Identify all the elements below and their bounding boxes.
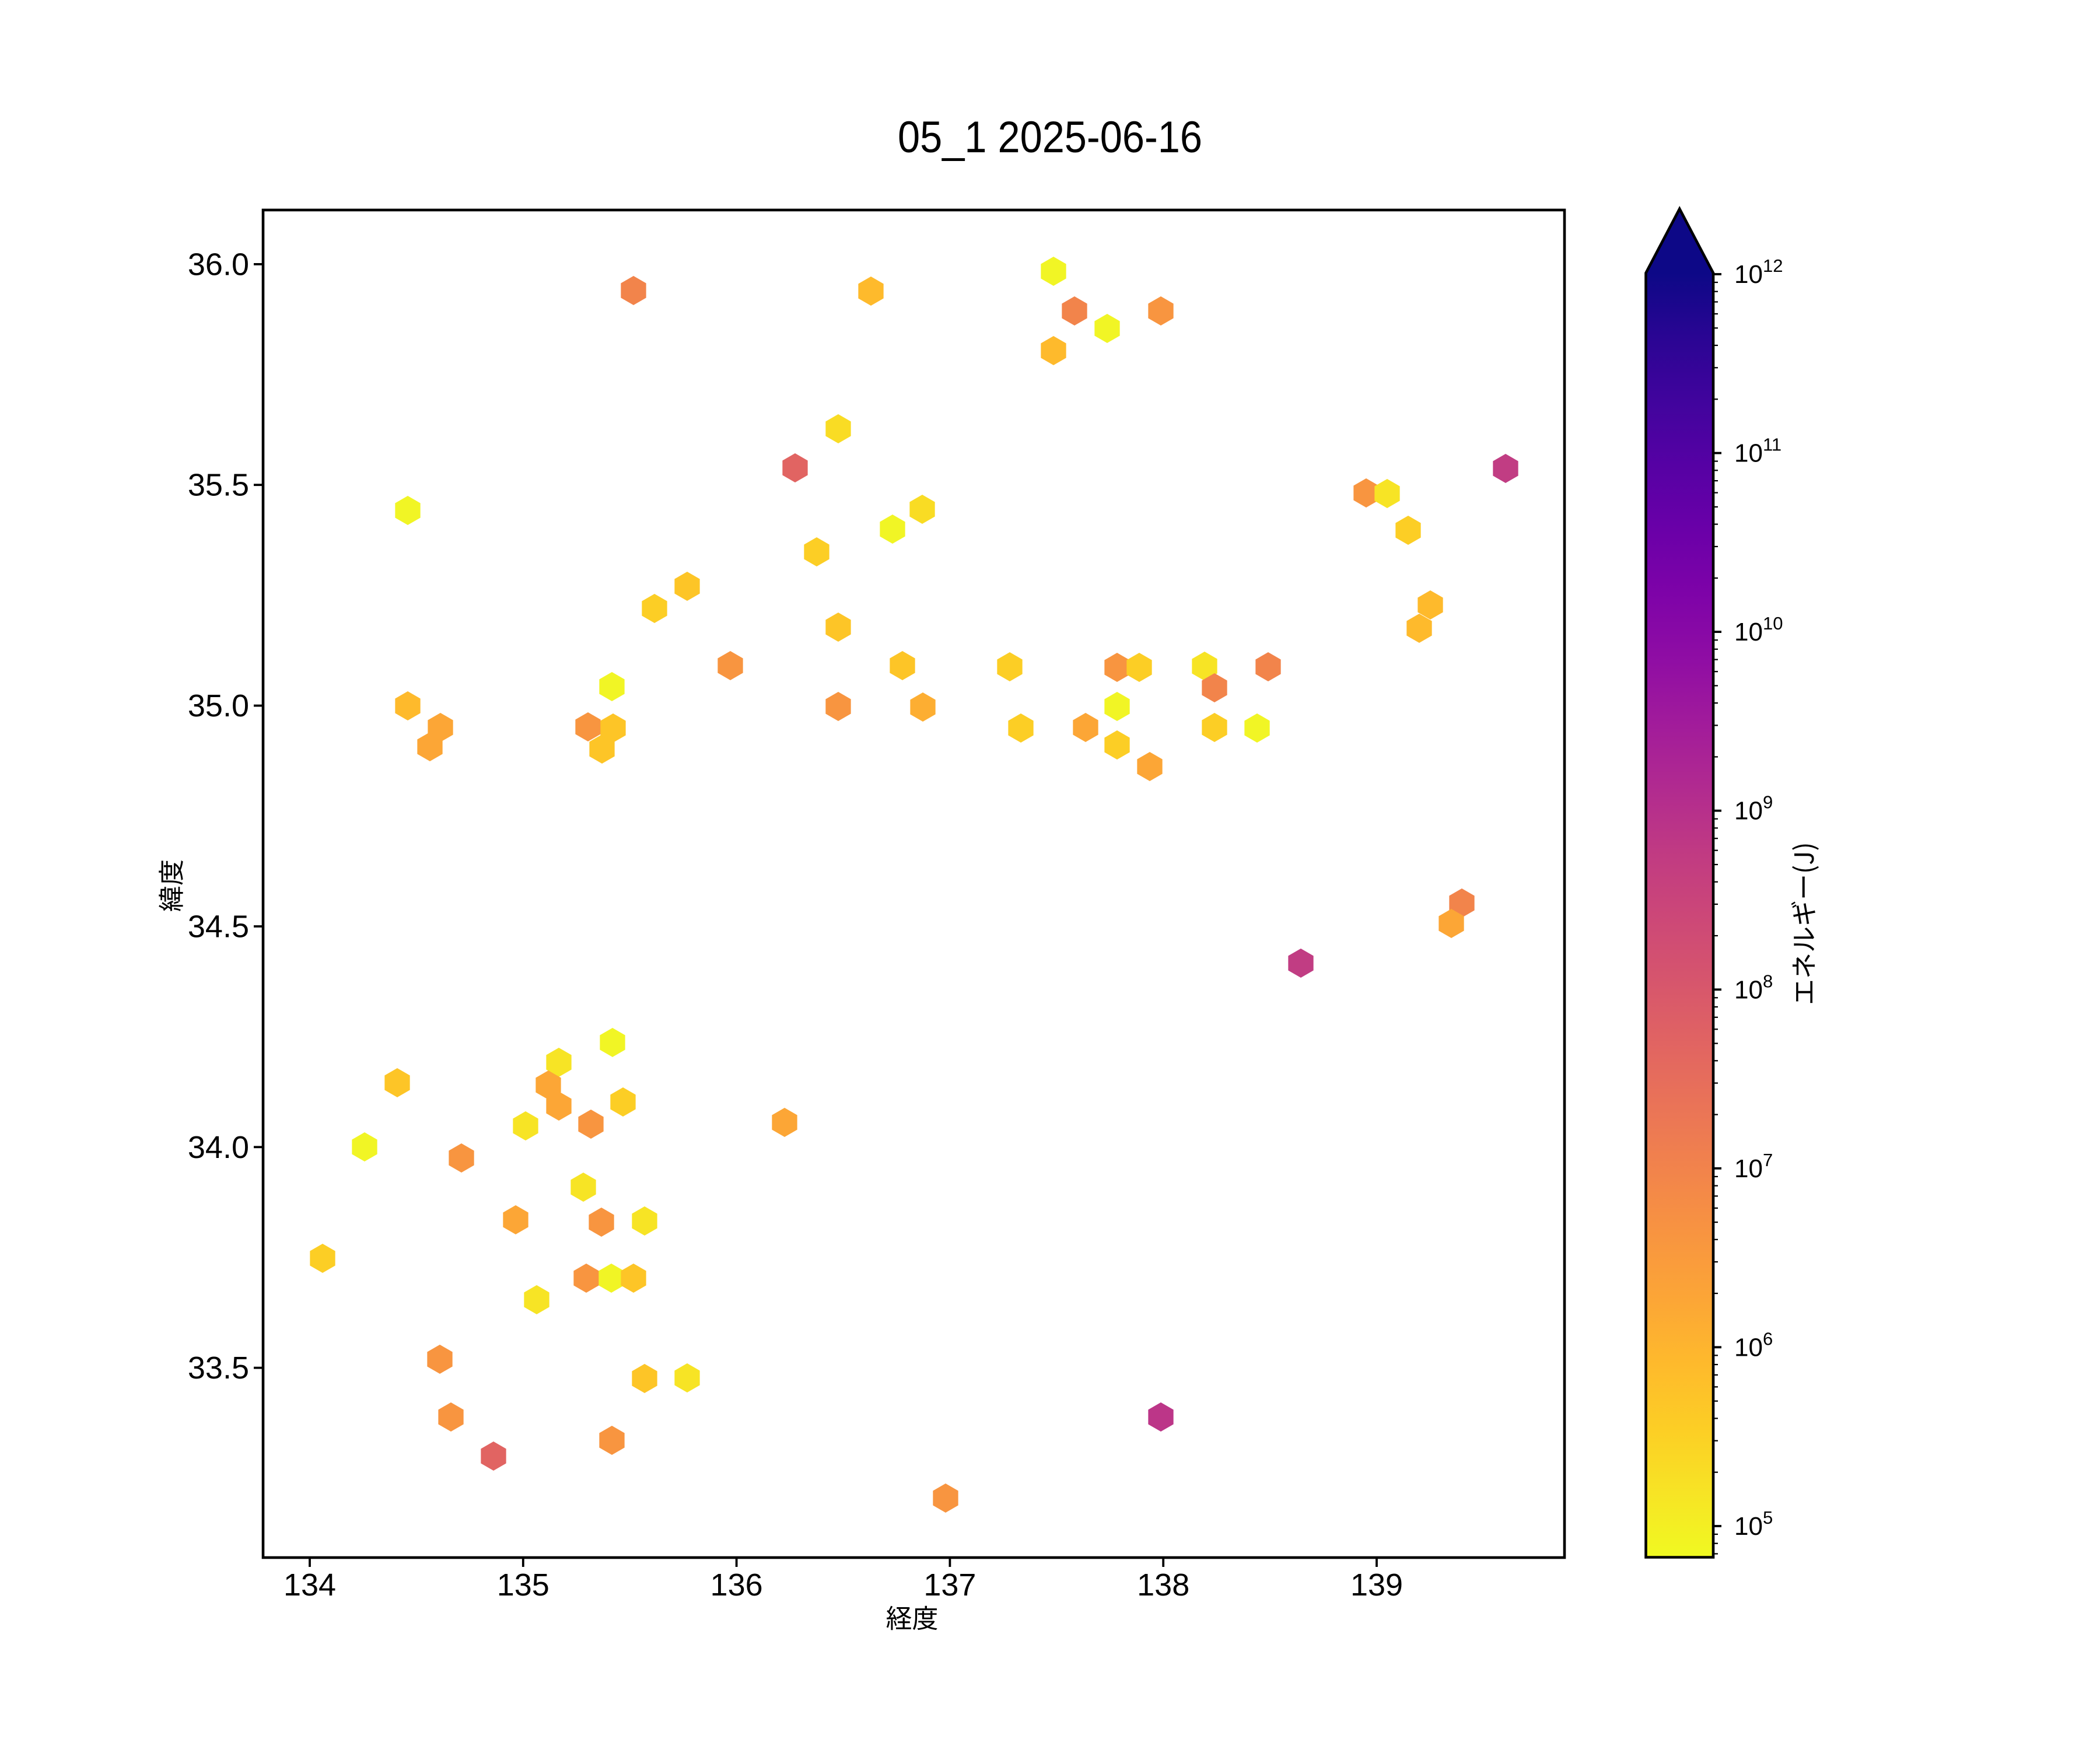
svg-text:1011: 1011: [1734, 435, 1782, 468]
svg-text:139: 139: [1350, 1567, 1403, 1602]
svg-text:35.5: 35.5: [188, 468, 249, 503]
svg-text:05_1 2025-06-16: 05_1 2025-06-16: [898, 113, 1202, 162]
svg-text:36.0: 36.0: [188, 247, 249, 282]
svg-text:35.0: 35.0: [188, 688, 249, 723]
svg-text:134: 134: [284, 1567, 336, 1602]
svg-text:135: 135: [497, 1567, 550, 1602]
svg-text:34.0: 34.0: [188, 1130, 249, 1165]
svg-text:33.5: 33.5: [188, 1350, 249, 1385]
svg-text:137: 137: [923, 1567, 976, 1602]
svg-text:34.5: 34.5: [188, 909, 249, 944]
svg-text:138: 138: [1137, 1567, 1189, 1602]
svg-text:136: 136: [710, 1567, 763, 1602]
